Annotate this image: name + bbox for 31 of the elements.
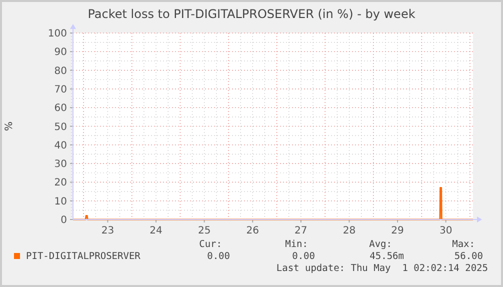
x-tick-label: 24 <box>150 226 162 236</box>
text: 0.00 <box>207 251 230 262</box>
y-tick-label: 30 <box>54 159 67 170</box>
y-tick-label: 60 <box>54 103 67 114</box>
y-tick-label: 70 <box>54 84 67 96</box>
text: Avg: <box>369 239 392 250</box>
y-tick-label: 100 <box>48 28 67 40</box>
text: Cur: <box>199 239 222 250</box>
y-tick-label: 90 <box>54 47 67 58</box>
y-tick-label: 40 <box>54 140 67 152</box>
x-tick-label: 25 <box>198 226 211 236</box>
legend-label: PIT-DIGITALPROSERVER <box>26 251 141 262</box>
y-tick-label: 50 <box>54 122 67 133</box>
y-tick-label: 80 <box>54 66 67 77</box>
x-tick-label: 27 <box>294 226 308 236</box>
y-axis-title: % <box>4 121 15 132</box>
y-tick-label: 10 <box>54 196 67 208</box>
x-tick-label: 30 <box>439 226 452 236</box>
text: 56.00 <box>454 251 484 262</box>
y-tick-label: 0 <box>60 215 67 226</box>
text: Max: <box>452 239 475 250</box>
chart-title: Packet loss to PIT-DIGITALPROSERVER (in %) - by week <box>88 7 416 21</box>
text: 0.00 <box>292 251 316 262</box>
y-tick-label: 20 <box>54 178 67 189</box>
x-tick-label: 26 <box>246 226 259 236</box>
text: Last update: Thu May 1 02:02:14 2025 <box>276 263 488 274</box>
text: 45.56m <box>370 251 404 262</box>
text: Min: <box>285 239 308 250</box>
x-tick-label: 28 <box>342 226 356 236</box>
x-tick-label: 23 <box>101 226 114 236</box>
x-tick-label: 29 <box>391 226 404 236</box>
